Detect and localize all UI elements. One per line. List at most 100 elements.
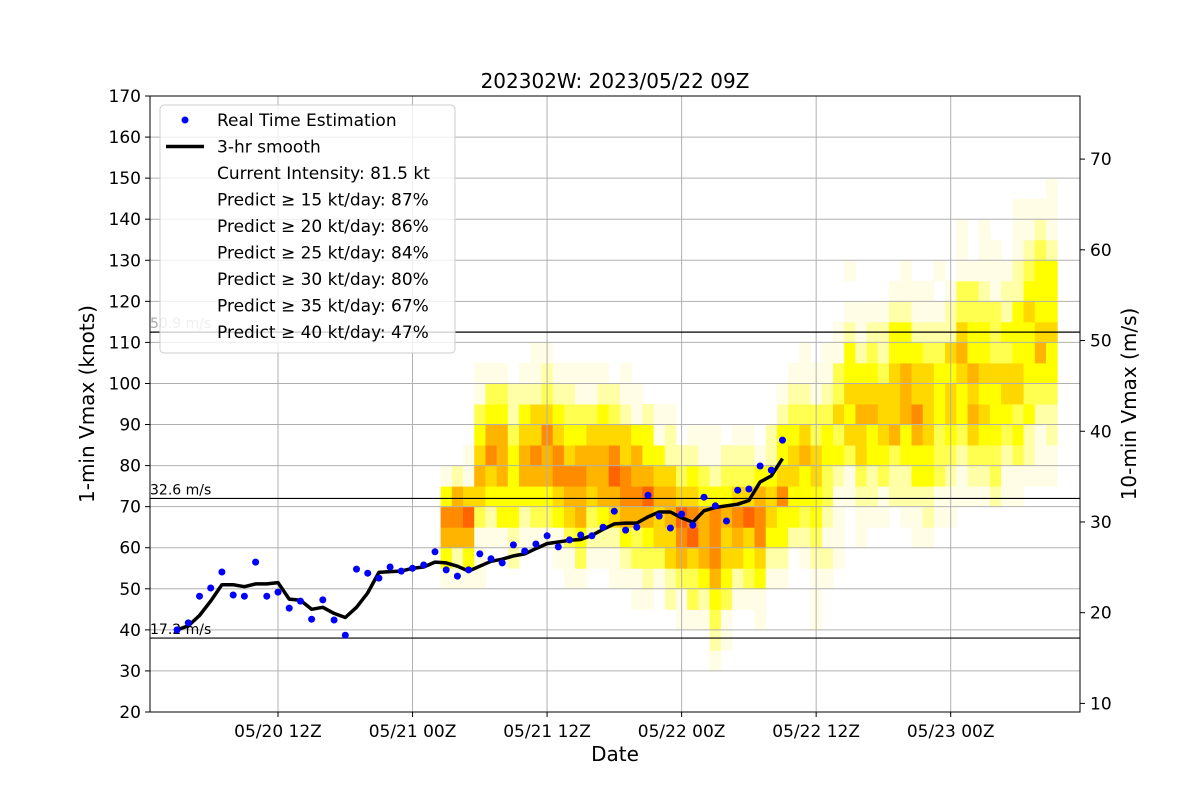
heatmap-cell [507,404,520,425]
heatmap-cell [1023,260,1036,282]
heatmap-cell [586,362,598,384]
estimation-point [509,541,517,549]
heatmap-cell [1012,383,1025,405]
y-tick-label: 170 [109,87,141,107]
heatmap-cell [575,383,587,405]
heatmap-cell [1046,260,1058,282]
estimation-point [196,592,203,600]
heatmap-cell [743,588,755,610]
heatmap-cell [709,629,722,651]
heatmap-cell [989,465,1002,487]
heatmap-cell [833,383,845,405]
heatmap-cell [1023,280,1036,302]
heatmap-cell [911,280,924,302]
heatmap-cell [597,547,610,569]
y-tick-label: 40 [119,621,141,641]
heatmap-cell [709,445,722,467]
heatmap-cell [922,301,935,323]
legend-box [159,104,456,354]
heatmap-cell [709,568,722,590]
heatmap-cell [933,301,946,323]
heatmap-cell [530,342,542,364]
estimation-point [554,543,562,551]
estimation-point [779,436,786,444]
heatmap-cell [709,527,722,549]
heatmap-cell [552,506,565,528]
heatmap-cell [877,486,890,508]
heatmap-cell [642,465,655,487]
heatmap-cell [911,342,924,364]
heatmap-cell [799,383,811,405]
heatmap-cell [608,527,621,549]
heatmap-cell [642,404,655,425]
heatmap-cell [788,506,800,528]
estimation-point [252,558,260,566]
heatmap-cell [933,362,946,384]
heatmap-cell [687,445,699,467]
heatmap-cell [844,342,856,364]
heatmap-cell [978,362,991,384]
heatmap-cell [933,424,946,446]
heatmap-cell [1001,445,1013,467]
heatmap-cell [776,404,789,425]
heatmap-cell [1001,424,1013,446]
heatmap-layer [440,178,1058,672]
heatmap-cell [956,465,968,487]
heatmap-cell [821,362,834,384]
heatmap-cell [519,424,531,446]
heatmap-cell [821,527,834,549]
heatmap-cell [586,383,598,405]
heatmap-cell [530,445,542,467]
heatmap-cell [597,527,610,549]
heatmap-cell [1023,239,1036,261]
heatmap-cell [933,260,946,282]
heatmap-cell [821,486,834,508]
heatmap-cell [698,527,711,549]
heatmap-cell [608,465,621,487]
heatmap-cell [1023,342,1036,364]
right-y-axis-label: 10-min Vmax (m/s) [1117,308,1141,501]
heatmap-cell [698,445,711,467]
heatmap-cell [844,465,856,487]
heatmap-cell [709,588,722,610]
legend-entry: Predict ≥ 20 kt/day: 86% [217,217,429,237]
heatmap-cell [799,342,811,364]
heatmap-cell [463,445,475,467]
estimation-point [285,604,293,612]
heatmap-cell [866,404,879,425]
heatmap-cell [653,445,666,467]
heatmap-cell [620,506,632,528]
right-y-tick-label: 70 [1090,150,1112,170]
heatmap-cell [821,547,834,569]
heatmap-cell [1001,280,1013,302]
heatmap-cell [922,424,935,446]
heatmap-cell [597,404,610,425]
heatmap-cell [866,486,879,508]
y-tick-label: 80 [119,457,141,477]
y-tick-label: 130 [109,251,141,271]
estimation-point [599,523,607,531]
heatmap-cell [877,383,890,405]
heatmap-cell [732,527,744,549]
estimation-point [644,491,652,499]
heatmap-cell [765,547,778,569]
heatmap-cell [754,445,767,467]
heatmap-cell [440,527,453,549]
heatmap-cell [933,486,946,508]
heatmap-cell [844,404,856,425]
heatmap-cell [821,506,834,528]
heatmap-cell [967,301,980,323]
heatmap-cell [844,445,856,467]
heatmap-cell [507,547,520,569]
heatmap-cell [788,424,800,446]
heatmap-cell [608,424,621,446]
heatmap-cell [620,362,632,384]
heatmap-cell [956,239,968,261]
heatmap-cell [754,506,767,528]
heatmap-cell [922,404,935,425]
heatmap-cell [519,362,531,384]
heatmap-cell [631,486,643,508]
heatmap-cell [586,404,598,425]
estimation-point [173,626,181,634]
heatmap-cell [687,527,699,549]
